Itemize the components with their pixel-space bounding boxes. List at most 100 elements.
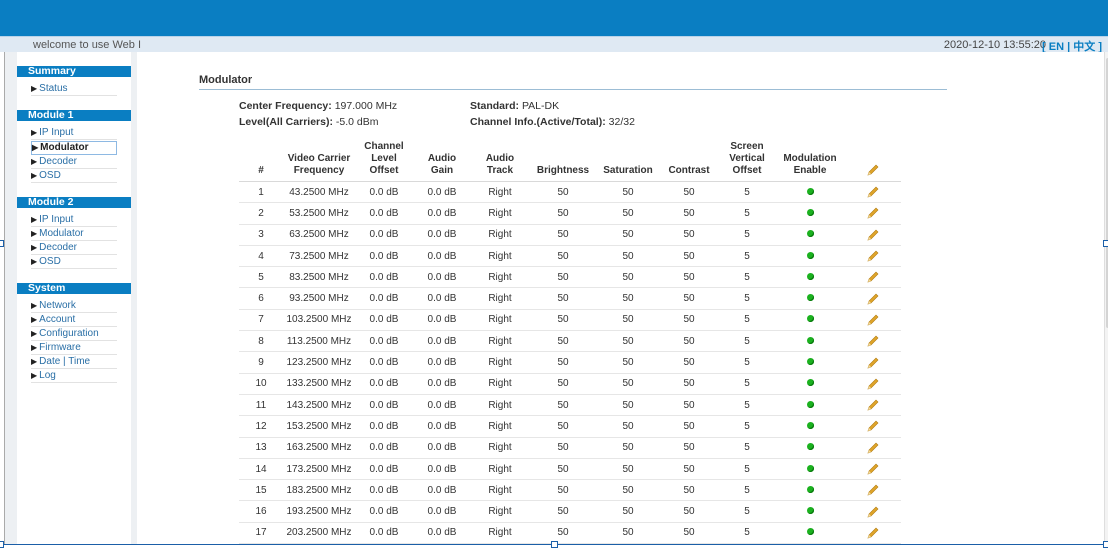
screen-vertical-offset-cell: 5	[719, 266, 775, 289]
brightness-cell: 50	[529, 500, 597, 523]
audio-gain-cell: 0.0 dB	[413, 500, 471, 523]
sidebar-item-m1-decoder[interactable]: ▶ Decoder	[31, 156, 117, 169]
status-dot-icon	[806, 443, 814, 451]
modulation-enable-cell	[775, 458, 845, 481]
pencil-icon[interactable]	[866, 441, 880, 455]
pencil-icon[interactable]	[866, 419, 880, 433]
pencil-icon[interactable]	[866, 185, 880, 199]
table-row: 12 153.2500 MHz 0.0 dB 0.0 dB Right 50 50 50 5	[239, 415, 901, 438]
brightness-cell: 50	[529, 522, 597, 545]
table-row: 6 93.2500 MHz 0.0 dB 0.0 dB Right 50 50 50 5	[239, 287, 901, 310]
sidebar-item-m1-osd[interactable]: ▶ OSD	[31, 170, 117, 183]
sidebar-item-status[interactable]: ▶ Status	[31, 83, 117, 96]
brightness-cell: 50	[529, 309, 597, 332]
sidebar-item-m1-modulator[interactable]: ▶ Modulator	[31, 141, 117, 155]
table-row: 17 203.2500 MHz 0.0 dB 0.0 dB Right 50 50 50 5	[239, 522, 901, 545]
audio-track-cell: Right	[471, 415, 529, 438]
video-carrier-frequency-cell: 93.2500 MHz	[283, 287, 355, 310]
language-switcher: [ EN | 中文 ]	[1042, 38, 1102, 54]
saturation-cell: 50	[597, 522, 659, 545]
pencil-icon[interactable]	[866, 334, 880, 348]
saturation-cell: 50	[597, 479, 659, 502]
channel-number-cell: 8	[239, 330, 283, 353]
sidebar-item-m1-ip-input[interactable]: ▶ IP Input	[31, 127, 117, 140]
triangle-right-icon: ▶	[31, 171, 38, 180]
saturation-cell: 50	[597, 245, 659, 268]
sidebar-item-m2-decoder[interactable]: ▶ Decoder	[31, 242, 117, 255]
sidebar-section-system: System	[17, 283, 131, 294]
status-dot-icon	[806, 187, 814, 195]
audio-gain-cell: 0.0 dB	[413, 309, 471, 332]
lang-bracket-close: ]	[1098, 41, 1102, 53]
sidebar-item-log[interactable]: ▶ Log	[31, 370, 117, 383]
pencil-icon[interactable]	[866, 377, 880, 391]
audio-track-cell: Right	[471, 437, 529, 459]
pencil-icon[interactable]	[866, 356, 880, 370]
video-carrier-frequency-cell: 43.2500 MHz	[283, 181, 355, 204]
lang-separator: |	[1067, 41, 1071, 53]
edit-cell	[845, 266, 901, 289]
pencil-icon[interactable]	[866, 163, 880, 177]
pencil-icon[interactable]	[866, 228, 880, 242]
sidebar-item-label: IP Input	[39, 127, 74, 138]
pencil-icon[interactable]	[866, 505, 880, 519]
sidebar-section-module-2: Module 2	[17, 197, 131, 208]
channel-level-offset-cell: 0.0 dB	[355, 415, 413, 438]
contrast-cell: 50	[659, 245, 719, 268]
audio-gain-cell: 0.0 dB	[413, 181, 471, 204]
lang-en-link[interactable]: EN	[1048, 41, 1065, 53]
pencil-icon[interactable]	[866, 462, 880, 476]
pencil-icon[interactable]	[866, 398, 880, 412]
screen-vertical-offset-cell: 5	[719, 287, 775, 310]
contrast-cell: 50	[659, 522, 719, 545]
pencil-icon[interactable]	[866, 483, 880, 497]
audio-track-cell: Right	[471, 500, 529, 523]
video-carrier-frequency-cell: 123.2500 MHz	[283, 351, 355, 374]
sidebar-item-firmware[interactable]: ▶ Firmware	[31, 342, 117, 355]
sidebar-item-label: Decoder	[39, 156, 77, 167]
modulation-enable-cell	[775, 202, 845, 225]
brightness-cell: 50	[529, 415, 597, 438]
edit-cell	[845, 224, 901, 246]
pencil-icon[interactable]	[866, 313, 880, 327]
sidebar-item-label: Status	[39, 83, 68, 94]
resize-handle-bottom[interactable]	[551, 541, 558, 548]
top-banner	[0, 0, 1108, 36]
sidebar-item-network[interactable]: ▶ Network	[31, 300, 117, 313]
resize-handle-left[interactable]	[0, 240, 4, 247]
resize-handle-right[interactable]	[1103, 240, 1108, 247]
status-dot-icon	[806, 294, 814, 302]
brightness-cell: 50	[529, 394, 597, 417]
scrollbar-thumb[interactable]	[1106, 58, 1108, 328]
sidebar-item-configuration[interactable]: ▶ Configuration	[31, 328, 117, 341]
channel-number-cell: 5	[239, 266, 283, 289]
sidebar-item-date-time[interactable]: ▶ Date | Time	[31, 356, 117, 369]
saturation-cell: 50	[597, 202, 659, 225]
status-dot-icon	[806, 379, 814, 387]
resize-handle-bottom-right[interactable]	[1103, 541, 1108, 548]
saturation-cell: 50	[597, 415, 659, 438]
edit-cell	[845, 330, 901, 353]
pencil-icon[interactable]	[866, 249, 880, 263]
resize-handle-bottom-left[interactable]	[0, 541, 4, 548]
audio-gain-cell: 0.0 dB	[413, 479, 471, 502]
modulation-enable-cell	[775, 437, 845, 459]
table-row: 7 103.2500 MHz 0.0 dB 0.0 dB Right 50 50 50 5	[239, 309, 901, 332]
sidebar-item-account[interactable]: ▶ Account	[31, 314, 117, 327]
pencil-icon[interactable]	[866, 292, 880, 306]
contrast-cell: 50	[659, 266, 719, 289]
status-dot-icon	[806, 528, 814, 536]
triangle-right-icon: ▶	[31, 84, 38, 93]
status-dot-icon	[806, 251, 814, 259]
video-carrier-frequency-cell: 53.2500 MHz	[283, 202, 355, 225]
vertical-scrollbar[interactable]	[1104, 52, 1108, 544]
sidebar-item-m2-osd[interactable]: ▶ OSD	[31, 256, 117, 269]
standard-label: Standard:	[470, 100, 520, 112]
lang-zh-link[interactable]: 中文	[1073, 41, 1096, 53]
pencil-icon[interactable]	[866, 206, 880, 220]
pencil-icon[interactable]	[866, 270, 880, 284]
sidebar-item-m2-modulator[interactable]: ▶ Modulator	[31, 228, 117, 241]
sidebar-item-m2-ip-input[interactable]: ▶ IP Input	[31, 214, 117, 227]
channel-number-cell: 4	[239, 245, 283, 268]
pencil-icon[interactable]	[866, 526, 880, 540]
